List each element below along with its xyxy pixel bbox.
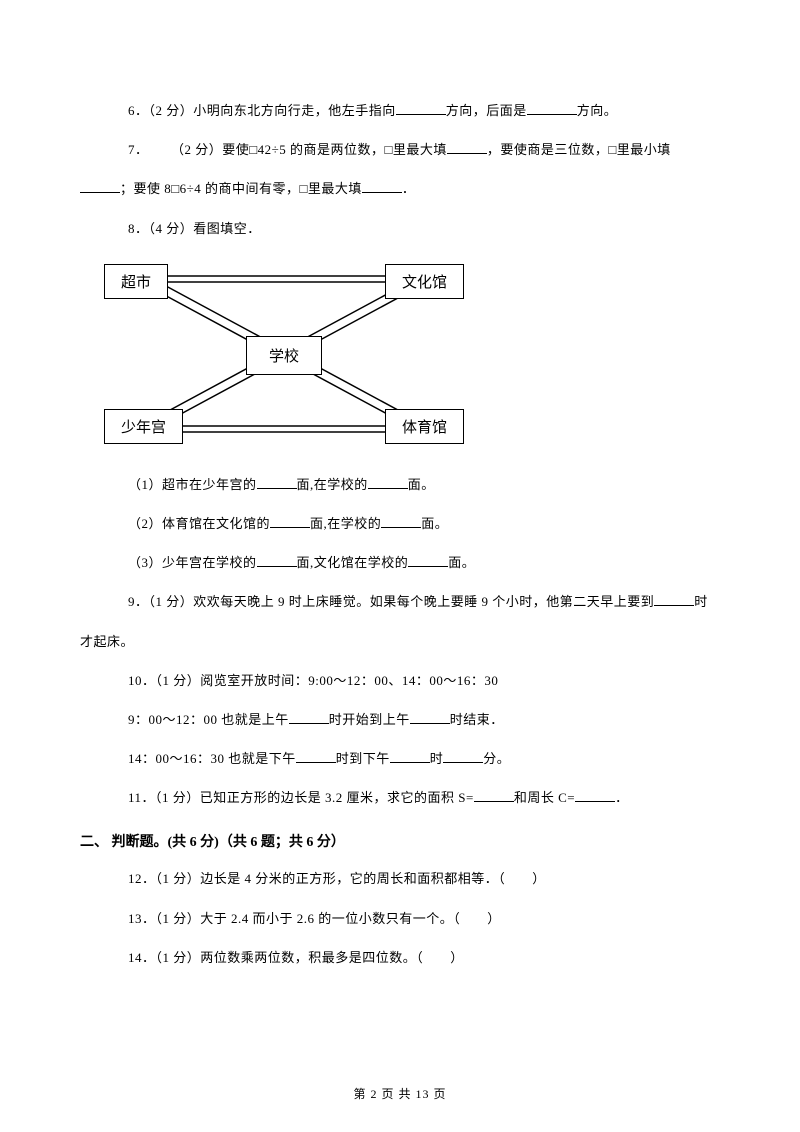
q8-2-blank1[interactable] (270, 515, 310, 528)
q8-3-blank2[interactable] (408, 554, 448, 567)
question-12: 12．（1 分）边长是 4 分米的正方形，它的周长和面积都相等．（ ） (80, 863, 720, 894)
q7-blank-1[interactable] (447, 141, 487, 154)
q10-3b: 时到下午 (336, 751, 390, 766)
q11-blank2[interactable] (575, 789, 615, 802)
q7-blank-2[interactable] (80, 180, 120, 193)
q10-3-blank1[interactable] (296, 750, 336, 763)
question-6: 6．（2 分）小明向东北方向行走，他左手指向 方向，后面是 方向。 (80, 95, 720, 126)
q7-text-d: ． (402, 181, 416, 196)
q10-3-blank2[interactable] (390, 750, 430, 763)
page-footer: 第 2 页 共 13 页 (0, 1085, 800, 1102)
q10-3c: 时 (430, 751, 444, 766)
q7-text-a: （2 分）要使□42÷5 的商是两位数，□里最大填 (171, 142, 447, 157)
q10-2a: 9：00～12：00 也就是上午 (128, 712, 289, 727)
q7-prefix: 7． (128, 142, 149, 157)
q8-1b: 面,在学校的 (297, 477, 368, 492)
q11-blank1[interactable] (474, 789, 514, 802)
question-14: 14．（1 分）两位数乘两位数，积最多是四位数。（ ） (80, 942, 720, 973)
q9-text-a: 9．（1 分）欢欢每天晚上 9 时上床睡觉。如果每个晚上要睡 9 个小时，他第二… (128, 594, 654, 609)
q8-sub3: （3）少年宫在学校的 面,文化馆在学校的 面。 (80, 547, 720, 578)
q8-sub1: （1）超市在少年宫的 面,在学校的 面。 (80, 469, 720, 500)
q10-3d: 分。 (483, 751, 510, 766)
q6-text-a: 6．（2 分）小明向东北方向行走，他左手指向 (128, 103, 396, 118)
q9-text-c: 才起床。 (80, 634, 134, 649)
question-7-line2: ；要使 8□6÷4 的商中间有零，□里最大填 ． (80, 173, 720, 204)
q8-diagram-container: 超市 文化馆 学校 少年宫 体育馆 (80, 264, 720, 444)
diagram-box-supermarket: 超市 (104, 264, 168, 299)
q8-1-blank1[interactable] (257, 476, 297, 489)
q8-sub2: （2）体育馆在文化馆的 面,在学校的 面。 (80, 508, 720, 539)
q8-3c: 面。 (448, 555, 475, 570)
question-9-line1: 9．（1 分）欢欢每天晚上 9 时上床睡觉。如果每个晚上要睡 9 个小时，他第二… (80, 586, 720, 617)
diagram-box-gym: 体育馆 (385, 409, 464, 444)
q8-2a: （2）体育馆在文化馆的 (128, 516, 270, 531)
q14-text: 14．（1 分）两位数乘两位数，积最多是四位数。（ ） (128, 950, 464, 965)
question-10-line2: 9：00～12：00 也就是上午 时开始到上午 时结束． (80, 704, 720, 735)
diagram-box-school: 学校 (246, 336, 322, 375)
q8-2b: 面,在学校的 (310, 516, 381, 531)
question-10-line3: 14：00～16：30 也就是下午 时到下午 时 分。 (80, 743, 720, 774)
q8-1c: 面。 (408, 477, 435, 492)
q12-text: 12．（1 分）边长是 4 分米的正方形，它的周长和面积都相等．（ ） (128, 871, 546, 886)
q9-blank[interactable] (654, 593, 694, 606)
q6-text-b: 方向，后面是 (446, 103, 527, 118)
question-9-line2: 才起床。 (80, 626, 720, 657)
question-8-label: 8．（4 分）看图填空． (80, 213, 720, 244)
question-10-label: 10．（1 分）阅览室开放时间：9:00～12：00、14：00～16：30 (80, 665, 720, 696)
q7-blank-3[interactable] (362, 180, 402, 193)
q10-label-text: 10．（1 分）阅览室开放时间：9:00～12：00、14：00～16：30 (128, 673, 498, 688)
q6-blank-1[interactable] (396, 102, 446, 115)
question-13: 13．（1 分）大于 2.4 而小于 2.6 的一位小数只有一个。（ ） (80, 903, 720, 934)
q8-2-blank2[interactable] (381, 515, 421, 528)
q6-text-c: 方向。 (577, 103, 618, 118)
q8-diagram: 超市 文化馆 学校 少年宫 体育馆 (104, 264, 464, 444)
q10-3a: 14：00～16：30 也就是下午 (128, 751, 296, 766)
q7-text-c: ；要使 8□6÷4 的商中间有零，□里最大填 (120, 181, 362, 196)
diagram-box-youth: 少年宫 (104, 409, 183, 444)
q9-text-b: 时 (694, 594, 708, 609)
q8-label-text: 8．（4 分）看图填空． (128, 221, 261, 236)
q8-3-blank1[interactable] (257, 554, 297, 567)
q10-2-blank2[interactable] (410, 711, 450, 724)
question-7-line1: 7． （2 分）要使□42÷5 的商是两位数，□里最大填 ，要使商是三位数，□里最… (80, 134, 720, 165)
q10-2b: 时开始到上午 (329, 712, 410, 727)
q13-text: 13．（1 分）大于 2.4 而小于 2.6 的一位小数只有一个。（ ） (128, 911, 501, 926)
diagram-box-culture: 文化馆 (385, 264, 464, 299)
q8-2c: 面。 (421, 516, 448, 531)
q10-3-blank3[interactable] (443, 750, 483, 763)
q8-3b: 面,文化馆在学校的 (297, 555, 409, 570)
q6-blank-2[interactable] (527, 102, 577, 115)
q8-1-blank2[interactable] (368, 476, 408, 489)
q11-b: 和周长 C= (514, 790, 575, 805)
q11-c: ． (615, 790, 629, 805)
q7-text-b: ，要使商是三位数，□里最小填 (487, 142, 671, 157)
q10-2c: 时结束． (450, 712, 504, 727)
q11-a: 11．（1 分）已知正方形的边长是 3.2 厘米，求它的面积 S= (128, 790, 474, 805)
section-2-header: 二、 判断题。(共 6 分)（共 6 题；共 6 分） (80, 831, 720, 851)
q8-3a: （3）少年宫在学校的 (128, 555, 257, 570)
q8-1a: （1）超市在少年宫的 (128, 477, 257, 492)
q10-2-blank1[interactable] (289, 711, 329, 724)
question-11: 11．（1 分）已知正方形的边长是 3.2 厘米，求它的面积 S= 和周长 C= ． (80, 782, 720, 813)
